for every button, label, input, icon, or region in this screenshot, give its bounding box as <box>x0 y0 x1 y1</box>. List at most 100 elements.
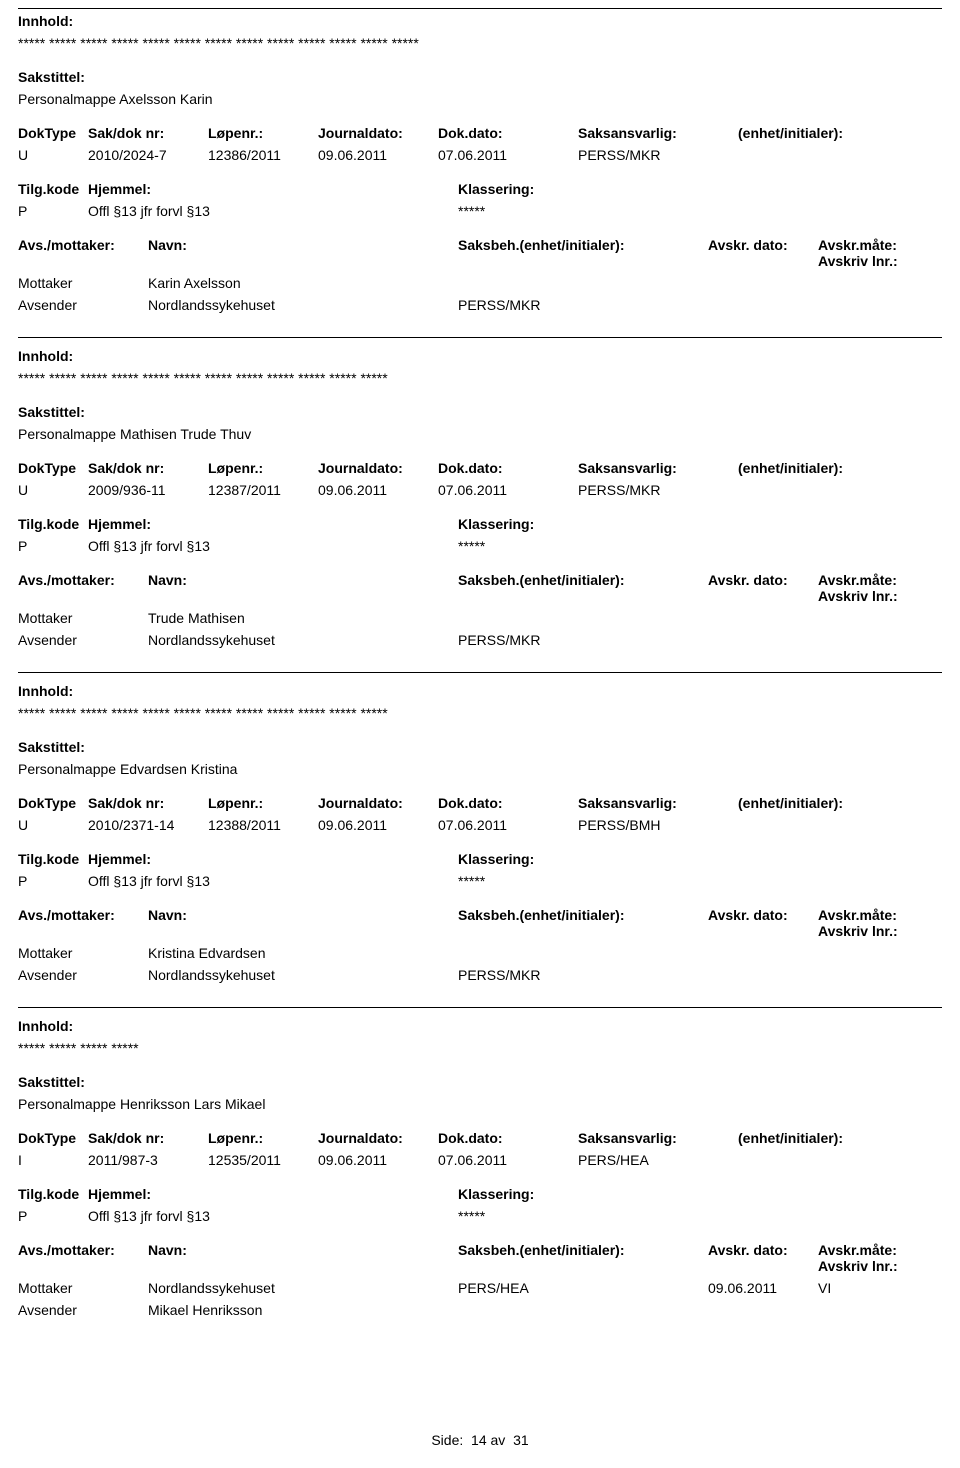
avsender-name: Nordlandssykehuset <box>148 632 458 648</box>
journal-record: Innhold: ***** ***** ***** ***** ***** *… <box>18 348 942 673</box>
doktype-label: DokType <box>18 460 88 476</box>
saknr-value: 2010/2024-7 <box>88 147 208 163</box>
jdato-label: Journaldato: <box>318 1130 438 1146</box>
mottaker-saksbeh <box>458 610 708 626</box>
mottaker-avskrdato <box>708 275 818 291</box>
mottaker-role: Mottaker <box>18 610 148 626</box>
mottaker-avskrmate <box>818 610 942 626</box>
saknr-label: Sak/dok nr: <box>88 460 208 476</box>
avskrivlnr-label: Avskriv lnr.: <box>818 1258 898 1274</box>
hjemmel-header-row: Tilg.kode Hjemmel: Klassering: <box>18 516 942 532</box>
doktype-label: DokType <box>18 125 88 141</box>
sakstittel-value: Personalmappe Henriksson Lars Mikael <box>18 1096 942 1112</box>
footer-page: 14 <box>471 1432 487 1448</box>
jdato-value: 09.06.2011 <box>318 817 438 833</box>
avsmottaker-label: Avs./mottaker: <box>18 237 148 269</box>
ddato-value: 07.06.2011 <box>438 482 578 498</box>
party-header-row: Avs./mottaker: Navn: Saksbeh.(enhet/init… <box>18 1242 942 1274</box>
innhold-value: ***** ***** ***** ***** ***** ***** ****… <box>18 35 942 51</box>
mottaker-saksbeh <box>458 945 708 961</box>
avsender-row: Avsender Nordlandssykehuset PERSS/MKR <box>18 967 942 983</box>
jdato-value: 09.06.2011 <box>318 482 438 498</box>
hjemmel-value-row: P Offl §13 jfr forvl §13 ***** <box>18 203 942 219</box>
avsmottaker-label: Avs./mottaker: <box>18 907 148 939</box>
mottaker-role: Mottaker <box>18 275 148 291</box>
jdato-value: 09.06.2011 <box>318 147 438 163</box>
sakstittel-label: Sakstittel: <box>18 404 942 420</box>
doc-value-row: I 2011/987-3 12535/2011 09.06.2011 07.06… <box>18 1152 942 1168</box>
doc-value-row: U 2010/2024-7 12386/2011 09.06.2011 07.0… <box>18 147 942 163</box>
klassering-value: ***** <box>458 538 942 554</box>
avsender-saksbeh: PERSS/MKR <box>458 297 708 313</box>
doktype-label: DokType <box>18 1130 88 1146</box>
mottaker-name: Trude Mathisen <box>148 610 458 626</box>
journal-record: Innhold: ***** ***** ***** ***** Sakstit… <box>18 1018 942 1342</box>
doktype-value: U <box>18 817 88 833</box>
saksans-label: Saksansvarlig: <box>578 1130 738 1146</box>
jdato-value: 09.06.2011 <box>318 1152 438 1168</box>
hjemmel-value-row: P Offl §13 jfr forvl §13 ***** <box>18 1208 942 1224</box>
tilgkode-value: P <box>18 873 88 889</box>
sakstittel-label: Sakstittel: <box>18 1074 942 1090</box>
footer-total: 31 <box>513 1432 529 1448</box>
hjemmel-label: Hjemmel: <box>88 1186 458 1202</box>
party-header-row: Avs./mottaker: Navn: Saksbeh.(enhet/init… <box>18 572 942 604</box>
tilgkode-value: P <box>18 203 88 219</box>
avsender-row: Avsender Mikael Henriksson <box>18 1302 942 1318</box>
doc-header-row: DokType Sak/dok nr: Løpenr.: Journaldato… <box>18 125 942 141</box>
saksans-label: Saksansvarlig: <box>578 125 738 141</box>
avsender-role: Avsender <box>18 632 148 648</box>
lopenr-label: Løpenr.: <box>208 795 318 811</box>
avskrmate-label: Avskr.måte: <box>818 907 897 923</box>
saknr-label: Sak/dok nr: <box>88 125 208 141</box>
doc-header-row: DokType Sak/dok nr: Løpenr.: Journaldato… <box>18 460 942 476</box>
navn-label: Navn: <box>148 907 458 939</box>
saksans-label: Saksansvarlig: <box>578 795 738 811</box>
tilgkode-value: P <box>18 538 88 554</box>
hjemmel-value: Offl §13 jfr forvl §13 <box>88 203 458 219</box>
avsender-row: Avsender Nordlandssykehuset PERSS/MKR <box>18 297 942 313</box>
mottaker-avskrmate: VI <box>818 1280 942 1296</box>
klassering-label: Klassering: <box>458 1186 942 1202</box>
navn-label: Navn: <box>148 237 458 269</box>
mottaker-name: Kristina Edvardsen <box>148 945 458 961</box>
innhold-label: Innhold: <box>18 348 942 364</box>
avsender-role: Avsender <box>18 967 148 983</box>
hjemmel-header-row: Tilg.kode Hjemmel: Klassering: <box>18 851 942 867</box>
mottaker-avskrdato <box>708 945 818 961</box>
page-footer: Side: 14 av 31 <box>18 1432 942 1448</box>
avskrmate-label: Avskr.måte: <box>818 572 897 588</box>
doc-value-row: U 2010/2371-14 12388/2011 09.06.2011 07.… <box>18 817 942 833</box>
saksans-value: PERSS/MKR <box>578 482 738 498</box>
party-header-row: Avs./mottaker: Navn: Saksbeh.(enhet/init… <box>18 907 942 939</box>
klassering-value: ***** <box>458 873 942 889</box>
sakstittel-value: Personalmappe Edvardsen Kristina <box>18 761 942 777</box>
avskrivlnr-label: Avskriv lnr.: <box>818 588 898 604</box>
tilgkode-label: Tilg.kode <box>18 181 88 197</box>
innhold-label: Innhold: <box>18 683 942 699</box>
hjemmel-value: Offl §13 jfr forvl §13 <box>88 538 458 554</box>
mottaker-avskrdato: 09.06.2011 <box>708 1280 818 1296</box>
enhet-label: (enhet/initialer): <box>738 125 942 141</box>
enhet-label: (enhet/initialer): <box>738 1130 942 1146</box>
mottaker-avskrmate <box>818 275 942 291</box>
enhet-label: (enhet/initialer): <box>738 795 942 811</box>
lopenr-value: 12386/2011 <box>208 147 318 163</box>
tilgkode-label: Tilg.kode <box>18 1186 88 1202</box>
jdato-label: Journaldato: <box>318 795 438 811</box>
avsmottaker-label: Avs./mottaker: <box>18 1242 148 1274</box>
klassering-label: Klassering: <box>458 181 942 197</box>
lopenr-value: 12535/2011 <box>208 1152 318 1168</box>
avsender-saksbeh <box>458 1302 708 1318</box>
saksans-value: PERSS/MKR <box>578 147 738 163</box>
navn-label: Navn: <box>148 572 458 604</box>
party-header-row: Avs./mottaker: Navn: Saksbeh.(enhet/init… <box>18 237 942 269</box>
avsender-row: Avsender Nordlandssykehuset PERSS/MKR <box>18 632 942 648</box>
mottaker-row: Mottaker Trude Mathisen <box>18 610 942 626</box>
sakstittel-label: Sakstittel: <box>18 739 942 755</box>
avsender-name: Mikael Henriksson <box>148 1302 458 1318</box>
lopenr-label: Løpenr.: <box>208 460 318 476</box>
doc-value-row: U 2009/936-11 12387/2011 09.06.2011 07.0… <box>18 482 942 498</box>
saksbeh-label: Saksbeh.(enhet/initialer): <box>458 237 708 269</box>
innhold-value: ***** ***** ***** ***** ***** ***** ****… <box>18 370 942 386</box>
